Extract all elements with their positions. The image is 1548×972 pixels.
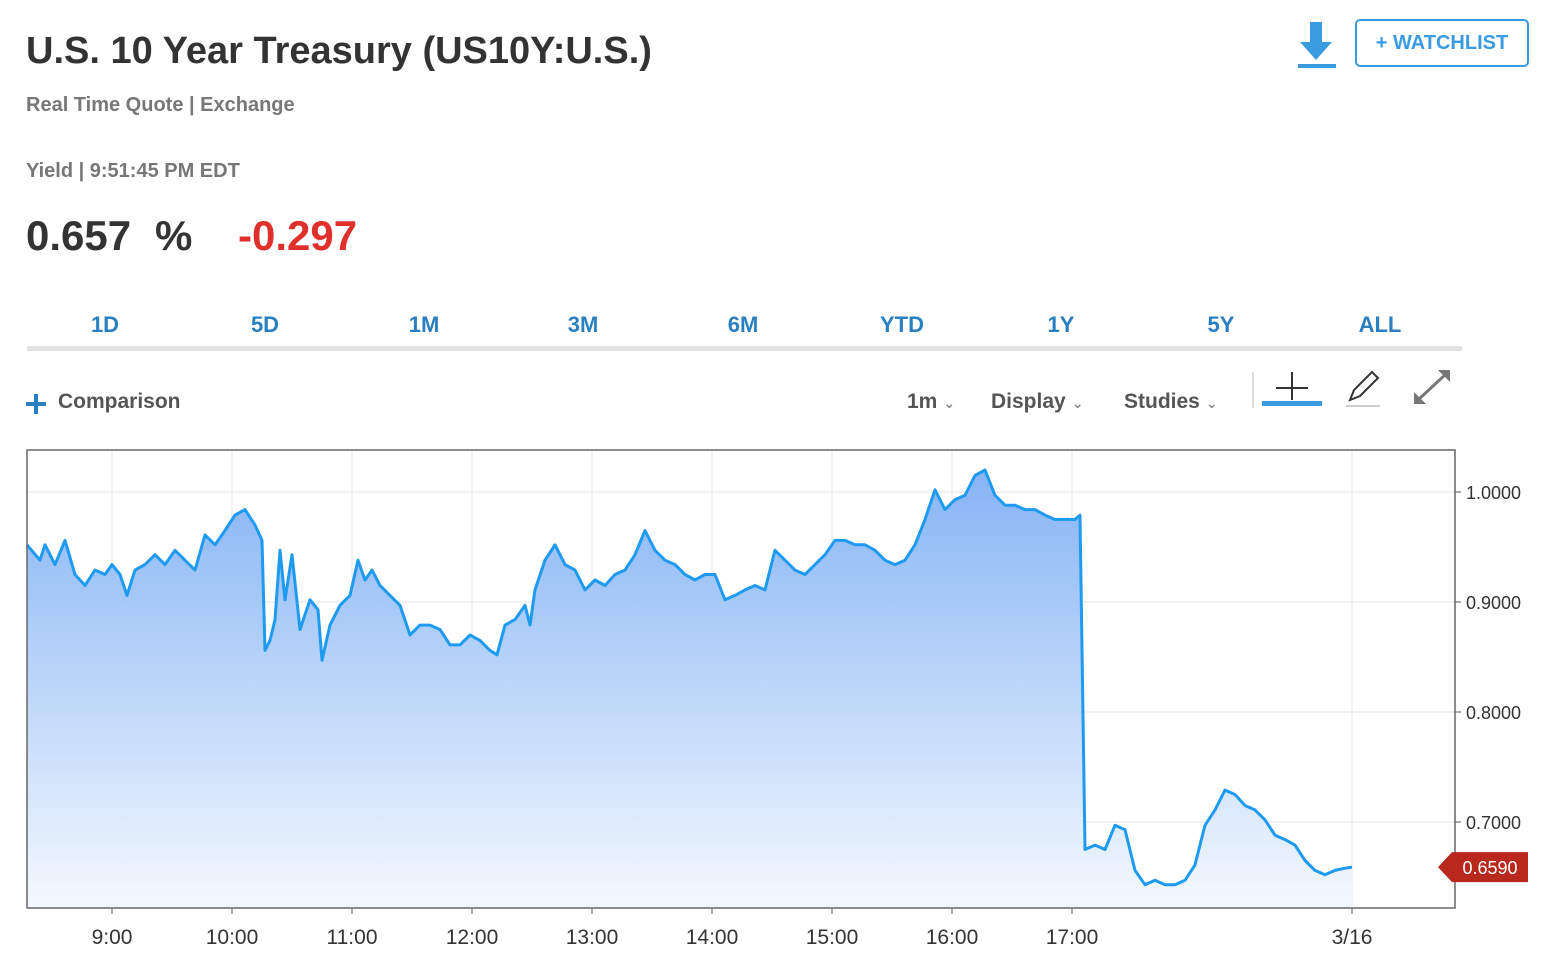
x-tick-label: 10:00 [206,926,259,949]
subtitle: Real Time Quote | Exchange [26,94,295,116]
y-tick-label: 0.8000 [1466,703,1521,723]
x-tick-label: 11:00 [327,926,378,949]
x-tick-label: 14:00 [686,926,739,949]
plot-border [26,449,1456,909]
x-tick-label: 15:00 [806,926,859,949]
area-fill [27,470,1352,908]
title: U.S. 10 Year Treasury (US10Y:U.S.) [26,30,652,72]
range-tab[interactable]: 3M [567,312,599,337]
last-price-label: 0.6590 [1462,858,1517,878]
download-icon[interactable] [1296,20,1338,70]
quote-meta: Yield | 9:51:45 PM EDT [26,160,240,182]
draw-tool[interactable] [1346,370,1380,407]
x-tick-label: 17:00 [1046,926,1099,949]
tab-bar [27,346,1462,351]
range-tab[interactable]: 1D [90,312,120,337]
interval-menu[interactable]: 1m ⌄ [907,390,956,413]
display-label: Display [991,390,1066,413]
range-tab[interactable]: 5Y [1207,312,1235,337]
expand-tool[interactable] [1414,370,1450,404]
price: 0.657 [26,212,132,259]
y-tick-label: 0.9000 [1466,593,1521,613]
watchlist-button[interactable]: + WATCHLIST [1355,19,1529,67]
range-tab[interactable]: ALL [1358,312,1402,337]
x-tick-label: 3/16 [1332,926,1373,949]
price-change: -0.297 [238,212,358,259]
x-tick-label: 16:00 [926,926,979,949]
range-tab[interactable]: 1Y [1047,312,1075,337]
interval-label: 1m [907,390,938,413]
x-tick-label: 9:00 [92,926,133,949]
studies-label: Studies [1124,390,1200,413]
y-tick-label: 0.7000 [1466,813,1521,833]
range-tab[interactable]: 5D [250,312,280,337]
studies-menu[interactable]: Studies ⌄ [1124,390,1218,413]
crosshair-tool[interactable] [1262,372,1322,406]
range-tab[interactable]: 6M [727,312,759,337]
y-tick-label: 1.0000 [1466,483,1521,503]
range-tab[interactable]: YTD [880,312,924,337]
chart-tools [1252,370,1450,408]
last-price-tag [1438,852,1528,883]
x-tick-label: 13:00 [566,926,619,949]
x-tick-label: 12:00 [446,926,499,949]
range-tab[interactable]: 1M [408,312,440,337]
display-menu[interactable]: Display ⌄ [991,390,1084,413]
comparison-button[interactable]: Comparison [58,390,181,413]
plus-icon[interactable] [25,393,47,415]
price-unit: % [155,212,193,259]
price-line [25,468,1353,887]
